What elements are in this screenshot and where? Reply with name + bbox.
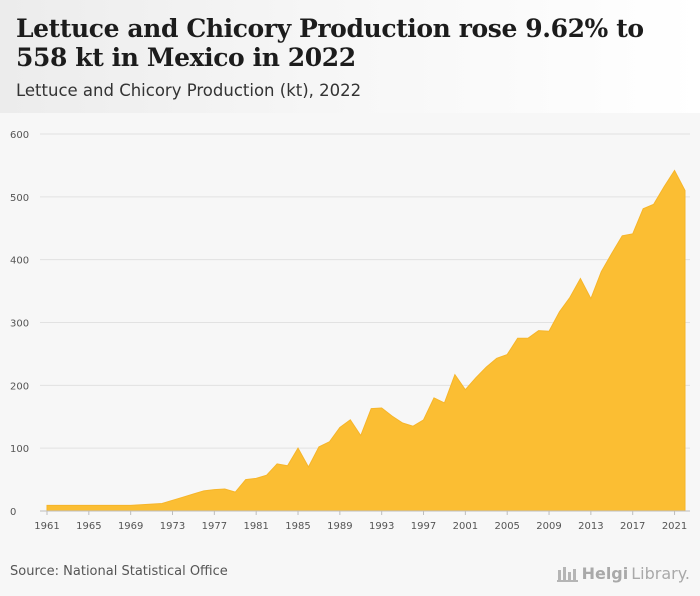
data-point [108,504,111,507]
page-title: Lettuce and Chicory Production rose 9.62… [16,14,644,72]
data-point [401,422,404,425]
x-tick-label: 2009 [536,521,561,532]
data-point [453,373,456,376]
data-point [66,504,69,507]
data-point [202,489,205,492]
data-point [181,496,184,499]
x-tick-label: 1977 [202,521,227,532]
data-point [297,447,300,450]
data-point [474,376,477,379]
x-tick-label: 1997 [411,521,436,532]
data-point [87,504,90,507]
data-point [558,310,561,313]
data-point [610,252,613,255]
data-point [464,388,467,391]
data-point [537,329,540,332]
data-point [684,189,687,192]
data-point [485,366,488,369]
data-point [255,477,258,480]
chart-subtitle: Lettuce and Chicory Production (kt), 202… [16,81,362,100]
data-point [338,426,341,429]
data-point [129,504,132,507]
data-point [370,407,373,410]
data-point [631,232,634,235]
data-point [589,297,592,300]
data-point [161,502,164,505]
area-series [46,169,686,512]
data-point [171,499,174,502]
data-point [223,488,226,491]
x-tick-label: 2001 [453,521,478,532]
data-point [506,353,509,356]
data-point [359,434,362,437]
x-tick-label: 2013 [578,521,603,532]
brand-name-light: Library. [631,563,690,583]
data-point [621,234,624,237]
y-tick-label: 100 [10,444,29,455]
data-point [495,357,498,360]
data-point [673,169,676,172]
x-tick-label: 2021 [662,521,687,532]
data-point [150,503,153,506]
data-point [119,504,122,507]
area-chart: 0 100 200 300 400 500 600 1961 1965 1969 1973 1977 1… [10,130,690,532]
data-point [652,203,655,206]
y-tick-label: 500 [10,193,29,204]
data-point [265,474,268,477]
x-tick-label: 2017 [620,521,645,532]
data-point [568,296,571,299]
data-point [244,478,247,481]
data-point [328,440,331,443]
data-point [527,337,530,340]
data-point [422,418,425,421]
data-point [77,504,80,507]
brand-logo: Helgi Library. [556,561,690,585]
x-tick-label: 1973 [160,521,185,532]
y-tick-label: 600 [10,130,29,141]
data-point [307,466,310,469]
data-point [317,445,320,448]
data-point [276,462,279,465]
data-point [548,330,551,333]
data-point [56,504,59,507]
data-point [443,401,446,404]
x-tick-label: 1961 [34,521,59,532]
data-point [391,415,394,418]
x-tick-label: 1969 [118,521,143,532]
data-point [600,270,603,273]
header: Lettuce and Chicory Production rose 9.62… [0,0,700,113]
x-tick-label: 1981 [243,521,268,532]
data-point [642,207,645,210]
y-tick-label: 0 [10,507,16,518]
brand-name-bold: Helgi [581,563,629,583]
data-point [432,396,435,399]
x-tick-label: 2005 [494,521,519,532]
data-point [412,425,415,428]
y-tick-label: 200 [10,381,29,392]
data-point [213,488,216,491]
data-point [349,418,352,421]
data-point [663,185,666,188]
data-point [98,504,101,507]
x-tick-label: 1989 [327,521,352,532]
data-point [192,493,195,496]
data-point [46,504,49,507]
y-tick-label: 300 [10,319,29,330]
footer: Source: National Statistical Office Helg… [0,553,700,596]
x-tick-label: 1985 [285,521,310,532]
data-point [516,337,519,340]
data-point [140,503,143,506]
library-icon [556,567,578,582]
data-point [579,277,582,280]
data-point [380,406,383,409]
data-point [234,491,237,494]
data-point [286,464,289,467]
source-note: Source: National Statistical Office [10,564,228,579]
y-tick-label: 400 [10,256,29,267]
chart-area: 0 100 200 300 400 500 600 1961 1965 1969 1973 1977 1… [0,113,700,553]
x-tick-label: 1965 [76,521,101,532]
x-tick-label: 1993 [369,521,394,532]
